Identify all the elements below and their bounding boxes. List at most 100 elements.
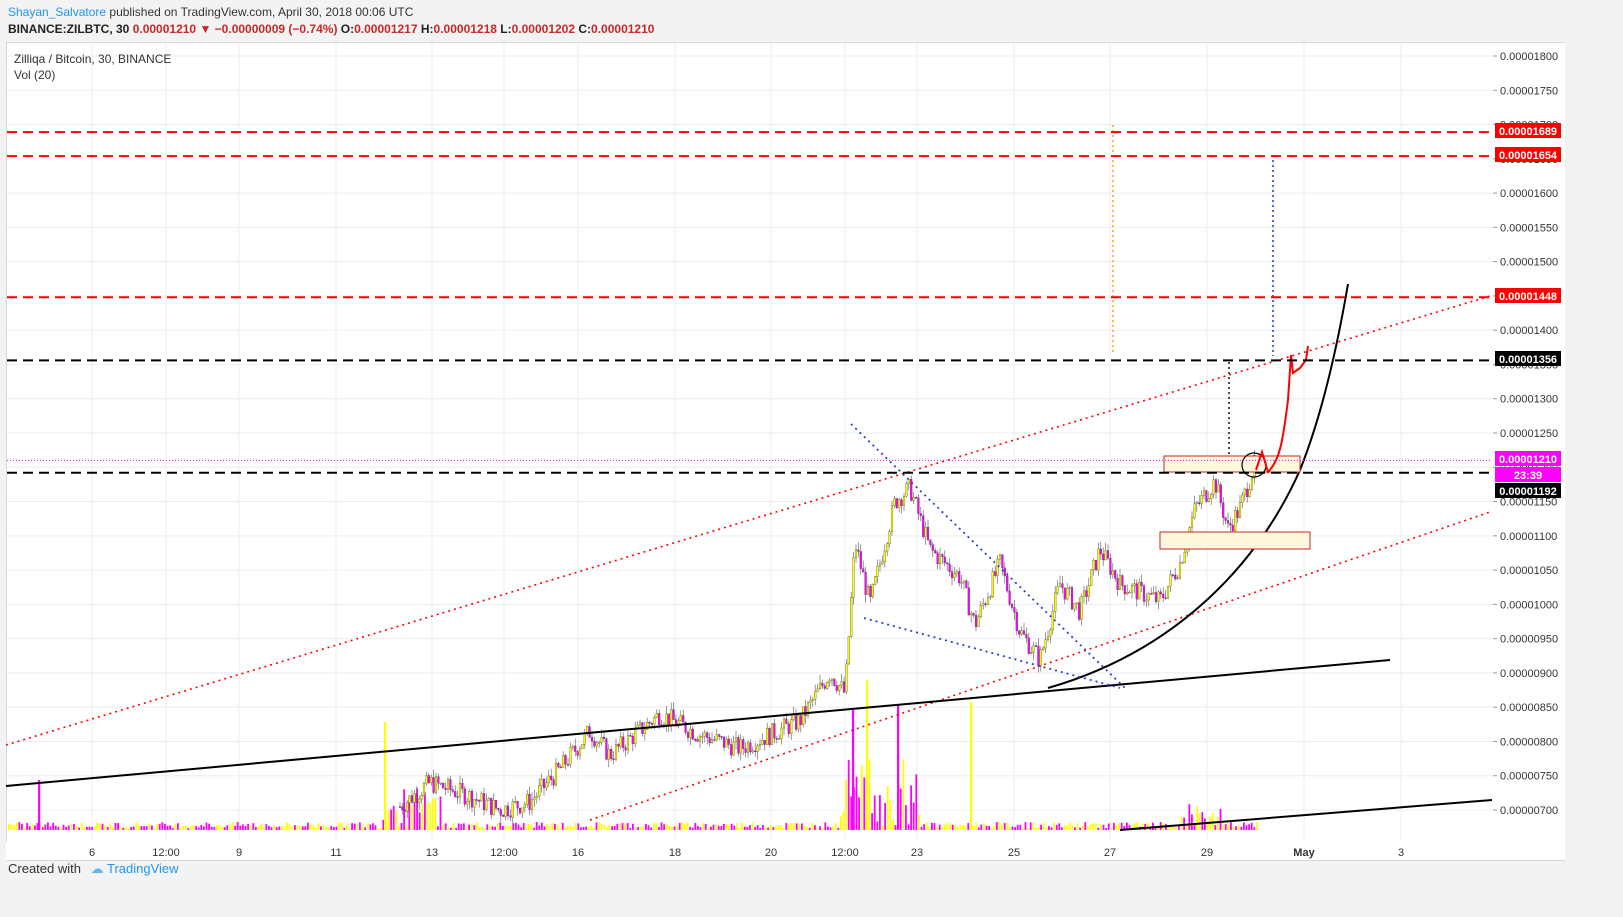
x-tick-label: 23 — [911, 847, 923, 859]
volume-bar — [624, 824, 626, 830]
volume-bar — [91, 826, 93, 830]
volume-bar — [879, 795, 881, 830]
candle-body — [842, 681, 846, 693]
volume-bar — [1191, 814, 1193, 830]
candle-body — [1102, 553, 1105, 561]
volume-bar — [626, 822, 629, 830]
candle-body — [439, 782, 442, 785]
volume-bar — [278, 826, 281, 830]
volume-bar — [723, 823, 725, 830]
volume-bar — [1131, 825, 1133, 830]
volume-bar — [1178, 824, 1180, 830]
volume-bar — [611, 826, 613, 830]
volume-bar — [1230, 822, 1232, 830]
volume-bar — [793, 823, 795, 830]
volume-spike — [38, 780, 41, 830]
volume-bar — [647, 825, 650, 830]
candle-body — [847, 636, 850, 665]
change-value: −0.00000009 (−0.74%) — [214, 22, 338, 36]
volume-bar — [1079, 827, 1081, 830]
candle-body — [809, 699, 812, 703]
candle-body — [948, 563, 951, 572]
candle-body — [1097, 548, 1100, 571]
candle-body — [552, 779, 555, 786]
low-label: L: — [500, 22, 512, 36]
channel-lower-line — [589, 511, 1491, 821]
volume-bar — [197, 827, 200, 830]
volume-bar — [1035, 827, 1037, 830]
candle-body — [953, 573, 956, 579]
volume-spike — [970, 702, 973, 830]
volume-bar — [468, 824, 470, 830]
candle-body — [886, 543, 889, 552]
volume-spike — [852, 710, 855, 830]
price-badge-label: 0.00001356 — [1499, 354, 1557, 366]
candle-body — [1013, 607, 1016, 613]
support-box — [1159, 531, 1311, 550]
candle-body — [1070, 587, 1074, 610]
candle-body — [696, 739, 699, 742]
volume-bar — [502, 825, 504, 830]
volume-bar — [346, 824, 348, 830]
candle-body — [569, 747, 572, 765]
volume-spike — [384, 722, 387, 830]
candle-body — [506, 805, 510, 816]
volume-bar — [543, 826, 546, 830]
candle-body — [461, 783, 464, 789]
volume-bar — [450, 827, 452, 830]
volume-bar — [686, 822, 689, 830]
x-tick-label: 12:00 — [152, 847, 180, 859]
candle-body — [1022, 630, 1026, 635]
candle-body — [557, 763, 560, 768]
volume-bar — [1219, 809, 1222, 830]
candle-body — [401, 806, 404, 811]
candle-body — [864, 572, 867, 595]
volume-bar — [1175, 826, 1178, 830]
volume-bar — [834, 822, 837, 830]
volume-bar — [374, 825, 377, 830]
volume-bar — [156, 823, 158, 830]
x-tick-label: 16 — [572, 847, 584, 859]
candle-body — [854, 549, 858, 558]
candle-body — [446, 779, 450, 790]
candle-body — [679, 715, 682, 721]
volume-bar — [1011, 826, 1014, 830]
volume-bar — [1089, 824, 1092, 830]
volume-bar — [218, 824, 221, 830]
volume-bar — [582, 827, 585, 830]
volume-bar — [535, 822, 538, 830]
time-axis[interactable] — [6, 842, 1565, 861]
candle-body — [422, 783, 426, 796]
candle-body — [617, 744, 620, 747]
volume-bar — [522, 822, 525, 830]
volume-bar — [803, 825, 806, 830]
volume-bar — [715, 824, 717, 830]
volume-bar — [478, 826, 481, 830]
volume-bar — [1170, 824, 1172, 830]
candle-body — [1166, 586, 1170, 599]
candle-body — [730, 744, 733, 756]
candle-body — [790, 719, 793, 734]
volume-bar — [699, 827, 702, 830]
volume-bar — [470, 823, 473, 830]
volume-bar — [192, 824, 195, 830]
chart-legend: Zilliqa / Bitcoin, 30, BINANCE Vol (20) — [14, 52, 171, 84]
volume-bar — [1248, 824, 1250, 830]
volume-bar — [234, 825, 236, 830]
candle-body — [1075, 602, 1078, 604]
candle-body — [982, 603, 985, 606]
author-link[interactable]: Shayan_Salvatore — [8, 5, 107, 19]
chart-pane[interactable] — [6, 42, 1495, 844]
volume-bar — [411, 804, 413, 830]
candle-body — [444, 787, 447, 790]
candle-body — [1200, 495, 1203, 504]
candle-body — [562, 755, 565, 768]
price-axis[interactable] — [1493, 42, 1565, 844]
volume-bar — [998, 822, 1001, 830]
low-value: 0.00001202 — [511, 22, 576, 36]
volume-bar — [964, 825, 967, 830]
candle-body — [542, 778, 546, 788]
volume-bar — [452, 823, 455, 830]
tradingview-link[interactable]: TradingView — [107, 861, 179, 876]
